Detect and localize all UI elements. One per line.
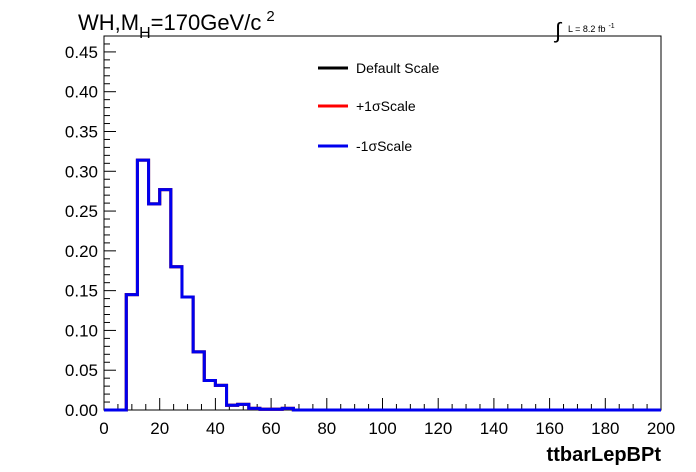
x-tick-label: 20 <box>150 419 169 438</box>
y-tick-label: 0.05 <box>65 361 98 380</box>
legend: Default Scale +1σScale -1σScale <box>318 60 439 154</box>
legend-entry-plus: +1σScale <box>318 98 416 114</box>
x-tick-label: 200 <box>647 419 675 438</box>
plot-frame <box>103 35 662 411</box>
y-axis: 0.00 0.05 0.10 0.15 0.20 0.25 0.30 0.35 0.40 0.45 <box>65 43 116 420</box>
y-tick-label: 0.00 <box>65 401 98 420</box>
y-tick-label: 0.15 <box>65 282 98 301</box>
lumi-superscript: -1 <box>608 23 614 30</box>
x-tick-label: 160 <box>535 419 563 438</box>
title-rest: =170GeV/c <box>151 10 262 35</box>
lumi-label: L = 8.2 fb -1 <box>568 23 615 34</box>
x-tick-label: 120 <box>424 419 452 438</box>
series-line-2 <box>104 158 661 412</box>
x-axis-label: ttbarLepBPt <box>547 444 662 466</box>
x-tick-label: 40 <box>206 419 225 438</box>
legend-entry-default: Default Scale <box>318 60 439 76</box>
y-tick-label: 0.25 <box>65 202 98 221</box>
series-line-0 <box>104 158 661 412</box>
y-tick-label: 0.45 <box>65 43 98 62</box>
lumi-integral-icon: ∫ <box>553 18 563 43</box>
legend-label-default: Default Scale <box>356 60 439 76</box>
title-subscript: H <box>139 25 151 42</box>
x-tick-label: 140 <box>480 419 508 438</box>
y-tick-label: 0.35 <box>65 122 98 141</box>
x-tick-label: 80 <box>317 419 336 438</box>
x-tick-label: 0 <box>99 419 108 438</box>
y-tick-label: 0.30 <box>65 162 98 181</box>
legend-label-minus: -1σScale <box>356 138 412 154</box>
y-tick-label: 0.10 <box>65 321 98 340</box>
y-tick-label: 0.40 <box>65 83 98 102</box>
series-line-1 <box>104 158 661 412</box>
x-axis: 0 20 40 60 80 100 120 140 160 180 200 <box>99 398 675 438</box>
x-tick-label: 100 <box>368 419 396 438</box>
title-main: WH,M <box>78 10 139 35</box>
series-layer <box>104 158 661 412</box>
title-superscript: 2 <box>266 8 274 25</box>
legend-label-plus: +1σScale <box>356 98 416 114</box>
chart-title: WH,MH=170GeV/c 2 <box>78 8 275 42</box>
lumi-text: L = 8.2 fb <box>568 24 605 34</box>
y-tick-label: 0.20 <box>65 242 98 261</box>
legend-entry-minus: -1σScale <box>318 138 412 154</box>
x-tick-label: 180 <box>591 419 619 438</box>
x-tick-label: 60 <box>262 419 281 438</box>
